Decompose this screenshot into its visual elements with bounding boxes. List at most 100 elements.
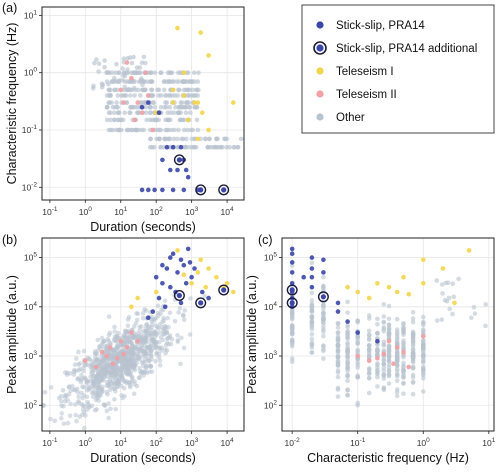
other-point [345, 299, 350, 305]
other-point [421, 359, 426, 364]
other-point [151, 318, 157, 323]
other-point [59, 416, 64, 421]
other-point [82, 404, 87, 409]
other-point [48, 385, 54, 390]
stick-slip-point [355, 330, 361, 335]
stick-slip-additional-ring [218, 184, 230, 196]
other-point [115, 93, 121, 98]
other-point [143, 60, 148, 66]
stick-slip-point [309, 284, 315, 290]
teleseism-1-point [181, 70, 187, 75]
other-point [157, 136, 162, 142]
legend-marker [316, 113, 324, 121]
stick-slip-additional-ring [286, 284, 298, 296]
teleseism-1-point [181, 93, 187, 98]
other-point [375, 322, 380, 327]
stick-slip-point [309, 255, 315, 260]
other-point [148, 330, 153, 336]
stick-slip-point [168, 284, 173, 290]
other-point [309, 260, 315, 266]
other-point [375, 384, 380, 389]
other-point [187, 79, 192, 84]
other-point [381, 357, 387, 363]
other-point [167, 93, 172, 98]
other-point [167, 310, 173, 316]
other-point [421, 364, 426, 370]
other-point [179, 335, 184, 341]
other-point [410, 310, 416, 315]
stick-slip-point [152, 187, 157, 193]
teleseism-1-point [198, 30, 203, 35]
other-point [366, 316, 372, 321]
teleseism-2-point [381, 351, 387, 357]
other-point [366, 390, 372, 396]
other-point [355, 400, 361, 406]
other-point [122, 73, 128, 79]
other-point [163, 93, 169, 98]
other-point [103, 370, 108, 375]
other-point [165, 110, 171, 115]
other-point [146, 325, 152, 330]
other-point [52, 418, 58, 424]
other-point [155, 325, 160, 330]
y-tick-label: 102 [24, 399, 37, 410]
other-point [321, 343, 326, 349]
panel-b-grid [42, 238, 244, 431]
other-point [401, 367, 406, 373]
other-point [321, 312, 326, 318]
other-point [112, 117, 117, 123]
panel-b-ticks: 10-1 100 101 102 103 104 102 103 104 105 [24, 252, 234, 448]
other-point [381, 302, 387, 307]
other-point [105, 349, 111, 354]
other-point [165, 335, 171, 341]
other-point [112, 386, 118, 391]
other-point [106, 81, 111, 87]
other-point [74, 356, 79, 361]
stick-slip-point [189, 274, 194, 280]
other-point [131, 85, 137, 91]
x-tick-label: 100 [79, 437, 92, 448]
teleseism-1-point [345, 284, 350, 290]
legend-ring-marker [313, 41, 327, 55]
other-point [76, 399, 81, 404]
other-point [289, 263, 295, 268]
other-point [151, 144, 157, 150]
other-point [147, 104, 152, 110]
other-point [82, 375, 87, 381]
stick-slip-point [146, 315, 151, 321]
legend-label: Teleseism I [336, 66, 394, 78]
other-point [321, 274, 326, 280]
teleseism-2-point [421, 334, 426, 339]
other-point [143, 87, 148, 93]
other-point [321, 320, 326, 326]
other-point [381, 325, 387, 330]
other-point [188, 127, 194, 133]
y-tick-label: 10-2 [22, 181, 38, 192]
other-point [196, 70, 201, 75]
other-point [96, 69, 101, 74]
stick-slip-point [200, 289, 205, 295]
stick-slip-point [289, 246, 295, 252]
other-point [309, 326, 315, 332]
other-point [120, 66, 125, 71]
stick-slip-point [335, 300, 341, 306]
other-point [401, 354, 406, 360]
other-point [184, 136, 189, 142]
teleseism-1-point [129, 304, 134, 310]
stick-slip-point [168, 167, 173, 173]
other-point [177, 305, 183, 311]
other-point [410, 353, 416, 359]
other-point [177, 117, 183, 123]
other-point [171, 136, 177, 142]
other-point [321, 316, 326, 321]
other-point [87, 379, 93, 384]
other-point [421, 322, 426, 328]
x-tick-label: 10-1 [42, 206, 58, 217]
teleseism-1-point [231, 289, 236, 295]
stick-slip-point [187, 260, 193, 265]
x-tick-label: 103 [185, 206, 198, 217]
other-point [410, 330, 416, 336]
other-point [381, 365, 387, 371]
other-point [122, 84, 128, 90]
other-point [309, 298, 315, 303]
